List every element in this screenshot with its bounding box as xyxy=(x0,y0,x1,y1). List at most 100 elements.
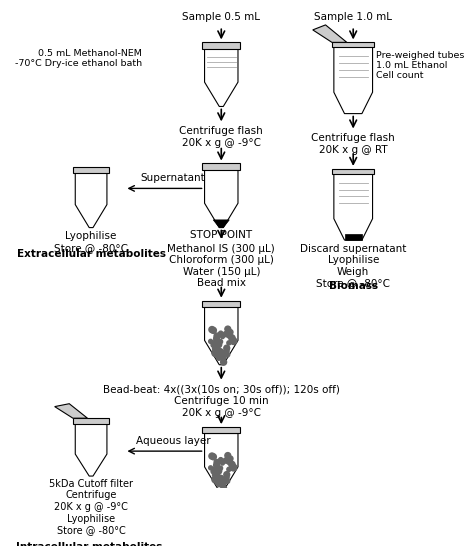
Circle shape xyxy=(217,483,220,486)
Circle shape xyxy=(216,473,219,477)
Circle shape xyxy=(226,332,232,338)
Circle shape xyxy=(229,461,235,468)
Circle shape xyxy=(215,341,222,348)
Circle shape xyxy=(223,353,227,357)
Polygon shape xyxy=(75,173,107,228)
Polygon shape xyxy=(332,43,374,48)
Text: 5kDa Cutoff filter
Centrifuge
20K x g @ -9°C
Lyophilise
Store @ -80°C: 5kDa Cutoff filter Centrifuge 20K x g @ … xyxy=(49,479,133,535)
Text: Biomass: Biomass xyxy=(328,281,378,291)
Circle shape xyxy=(218,477,223,483)
Circle shape xyxy=(228,456,233,461)
Text: Sample 0.5 mL: Sample 0.5 mL xyxy=(182,12,260,22)
Polygon shape xyxy=(345,234,362,240)
Circle shape xyxy=(212,349,219,357)
Polygon shape xyxy=(202,43,240,49)
Circle shape xyxy=(217,475,224,482)
Circle shape xyxy=(230,464,237,471)
Text: Lyophilise
Store @ -80°C: Lyophilise Store @ -80°C xyxy=(54,231,128,253)
Circle shape xyxy=(217,352,224,359)
Circle shape xyxy=(214,462,219,468)
Polygon shape xyxy=(75,424,107,476)
Circle shape xyxy=(224,345,230,351)
Circle shape xyxy=(225,479,230,483)
Circle shape xyxy=(215,476,222,483)
Circle shape xyxy=(225,326,231,332)
Circle shape xyxy=(225,453,231,459)
Circle shape xyxy=(226,458,232,465)
Text: STOP POINT: STOP POINT xyxy=(190,230,252,240)
Circle shape xyxy=(219,331,223,336)
Circle shape xyxy=(214,477,218,481)
Circle shape xyxy=(209,340,213,343)
Circle shape xyxy=(219,458,223,462)
Circle shape xyxy=(218,481,222,485)
Circle shape xyxy=(215,467,222,474)
Polygon shape xyxy=(73,167,109,173)
Text: Extracellular metabolites: Extracellular metabolites xyxy=(17,249,165,259)
Polygon shape xyxy=(205,49,238,106)
Circle shape xyxy=(218,351,223,357)
Circle shape xyxy=(214,460,219,465)
Circle shape xyxy=(219,466,223,470)
Circle shape xyxy=(230,338,237,345)
Circle shape xyxy=(219,478,223,482)
Polygon shape xyxy=(334,48,373,114)
Text: Centrifuge flash
20K x g @ -9°C: Centrifuge flash 20K x g @ -9°C xyxy=(179,126,263,147)
Polygon shape xyxy=(202,427,240,434)
Polygon shape xyxy=(202,163,240,170)
Polygon shape xyxy=(213,220,229,228)
Circle shape xyxy=(223,458,228,463)
Polygon shape xyxy=(73,418,109,424)
Polygon shape xyxy=(313,25,347,43)
Circle shape xyxy=(220,359,227,365)
Polygon shape xyxy=(205,170,238,228)
Circle shape xyxy=(229,335,235,341)
Circle shape xyxy=(212,341,217,347)
Circle shape xyxy=(217,349,224,355)
Circle shape xyxy=(219,354,226,360)
Circle shape xyxy=(219,481,226,487)
Circle shape xyxy=(223,479,227,484)
Circle shape xyxy=(212,347,217,351)
Polygon shape xyxy=(205,307,238,365)
Circle shape xyxy=(224,472,230,478)
Circle shape xyxy=(227,467,231,471)
Circle shape xyxy=(220,461,224,465)
Circle shape xyxy=(212,468,217,473)
Text: Centrifuge flash
20K x g @ RT: Centrifuge flash 20K x g @ RT xyxy=(311,133,395,155)
Circle shape xyxy=(214,351,218,354)
Circle shape xyxy=(211,468,216,474)
Text: Discard supernatant
Lyophilise
Weigh
Store @ -80°C: Discard supernatant Lyophilise Weigh Sto… xyxy=(300,244,406,288)
Circle shape xyxy=(216,346,219,350)
Circle shape xyxy=(213,339,219,345)
Circle shape xyxy=(218,354,222,359)
Polygon shape xyxy=(332,169,374,174)
Polygon shape xyxy=(55,403,87,418)
Circle shape xyxy=(210,454,216,460)
Circle shape xyxy=(210,328,216,334)
Circle shape xyxy=(223,351,228,356)
Circle shape xyxy=(209,327,215,333)
Circle shape xyxy=(219,340,223,344)
Circle shape xyxy=(217,357,220,360)
Text: Bead-beat: 4x((3x(10s on; 30s off)); 120s off)
Centrifuge 10 min
20K x g @ -9°C: Bead-beat: 4x((3x(10s on; 30s off)); 120… xyxy=(103,384,340,418)
Circle shape xyxy=(223,331,228,337)
Text: Supernatant: Supernatant xyxy=(140,173,205,183)
Circle shape xyxy=(218,349,224,355)
Circle shape xyxy=(214,336,219,342)
Circle shape xyxy=(218,476,224,481)
Text: Sample 1.0 mL: Sample 1.0 mL xyxy=(314,12,392,22)
Circle shape xyxy=(214,333,219,339)
Circle shape xyxy=(217,479,224,485)
Text: Pre-weighed tubes
1.0 mL Ethanol
Cell count: Pre-weighed tubes 1.0 mL Ethanol Cell co… xyxy=(376,51,465,80)
Circle shape xyxy=(227,341,231,345)
Circle shape xyxy=(228,330,233,335)
Text: Methanol IS (300 μL)
Chloroform (300 μL)
Water (150 μL)
Bead mix: Methanol IS (300 μL) Chloroform (300 μL)… xyxy=(167,244,275,288)
Circle shape xyxy=(209,453,215,459)
Circle shape xyxy=(211,342,216,347)
Circle shape xyxy=(220,353,226,358)
Circle shape xyxy=(219,352,223,356)
Circle shape xyxy=(224,475,229,480)
Polygon shape xyxy=(334,174,373,240)
Text: Intracellular metabolites: Intracellular metabolites xyxy=(16,542,163,546)
